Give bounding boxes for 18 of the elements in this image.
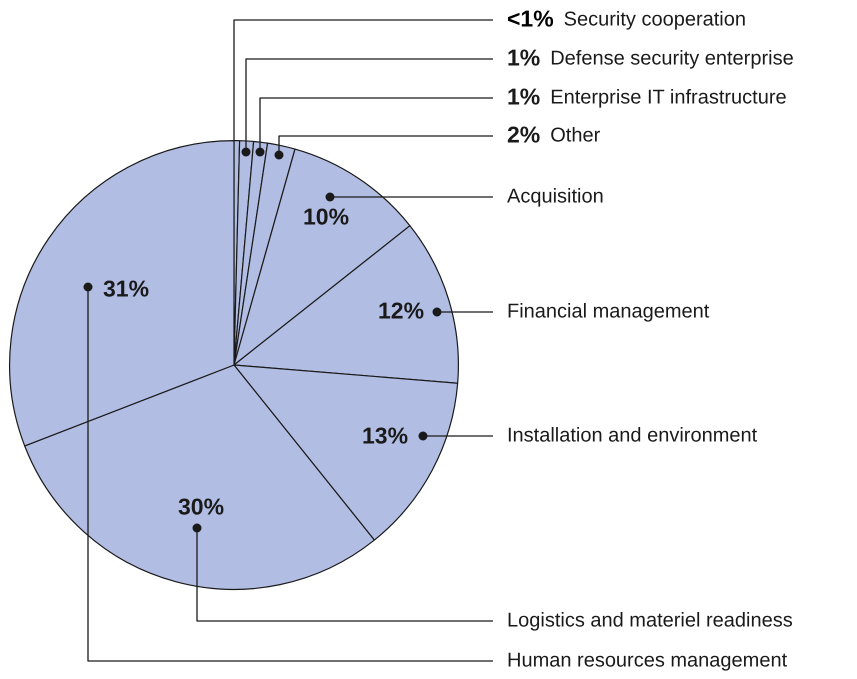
data-label: 1% — [507, 83, 540, 110]
slice-label: Human resources management — [507, 650, 788, 672]
data-label: 12% — [378, 297, 424, 324]
slice-label: Defense security enterprise — [550, 48, 794, 70]
slice-label: Other — [550, 124, 601, 147]
data-label: 30% — [178, 493, 224, 520]
data-label: 10% — [302, 203, 350, 230]
data-label: 2% — [507, 121, 540, 148]
data-label: 31% — [102, 275, 150, 302]
data-label: 13% — [362, 422, 408, 448]
slice-label: Financial management — [507, 300, 710, 323]
slice-label: Logistics and materiel readiness — [507, 610, 793, 632]
slice-label: Security cooperation — [564, 8, 746, 31]
slice-label: Enterprise IT infrastructure — [550, 86, 787, 109]
data-label: <1% — [507, 5, 554, 32]
data-label: 1% — [507, 44, 540, 70]
slice-label: Installation and environment — [507, 424, 758, 447]
slice-label: Acquisition — [507, 186, 604, 208]
